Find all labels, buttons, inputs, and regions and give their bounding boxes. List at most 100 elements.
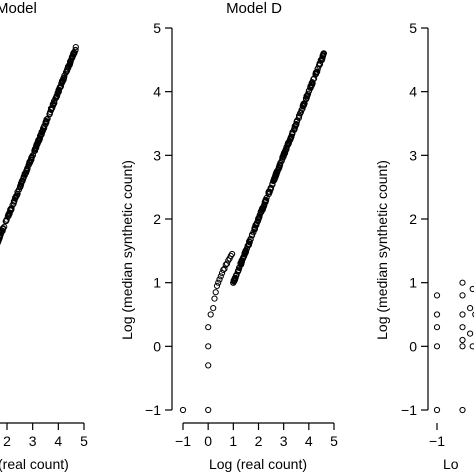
data-point (242, 249, 249, 256)
data-point (305, 88, 312, 95)
data-point (297, 109, 304, 116)
data-point (235, 266, 242, 273)
x-tick-label: 4 (305, 433, 313, 449)
panel-middle-y-label: Log (median synthetic count) (119, 160, 135, 340)
data-point (179, 406, 187, 414)
x-tick-label: −1 (175, 433, 191, 449)
panel-middle-x-axis: −1 0 1 2 3 4 5 (175, 422, 338, 449)
panel-right-x-axis: −1 (429, 423, 445, 449)
x-tick-label: 3 (29, 433, 37, 449)
data-point (61, 72, 68, 79)
data-point (37, 131, 45, 138)
data-point (287, 136, 294, 143)
x-tick-label: −1 (429, 433, 445, 449)
panel-left-points (0, 44, 79, 246)
data-point (221, 265, 228, 272)
y-tick-label: 0 (153, 338, 161, 354)
data-point (269, 181, 276, 188)
y-tick-label: 1 (153, 275, 161, 291)
y-tick-label: 1 (409, 275, 417, 291)
data-point (246, 238, 253, 245)
data-point (211, 295, 218, 302)
x-tick-label: 5 (80, 433, 88, 449)
data-point (459, 279, 466, 286)
data-point (24, 165, 31, 172)
data-point (233, 272, 240, 279)
data-point (207, 311, 214, 318)
data-point (433, 292, 441, 299)
data-point (279, 154, 286, 161)
data-point (291, 126, 298, 133)
data-point (67, 57, 74, 64)
data-point (295, 114, 302, 122)
data-point (238, 257, 246, 264)
data-point (60, 75, 67, 82)
data-point (266, 188, 273, 195)
data-point (433, 343, 441, 350)
panel-middle: Model D −1 0 1 2 3 4 5 −1 0 1 2 3 4 5 Log (real coun… (119, 0, 338, 472)
data-point (217, 273, 224, 280)
data-point (0, 236, 3, 243)
data-point (256, 214, 263, 221)
data-point (271, 175, 278, 182)
panel-right-y-label: Log (median synthetic count) (374, 160, 390, 340)
x-tick-label: 2 (3, 433, 11, 449)
data-point (314, 65, 321, 72)
data-point (0, 231, 4, 238)
data-point (31, 147, 38, 155)
x-tick-label: 4 (54, 433, 62, 449)
data-point (51, 99, 58, 106)
y-tick-label: 5 (409, 20, 417, 36)
data-point (459, 406, 466, 414)
data-point (433, 324, 441, 331)
data-point (23, 168, 30, 175)
data-point (210, 305, 217, 312)
panel-right-points (433, 279, 474, 414)
y-tick-label: 4 (153, 84, 161, 100)
data-point (0, 225, 6, 233)
data-point (459, 292, 466, 299)
panel-left-x-axis: 2 3 4 5 (0, 422, 88, 449)
data-point (53, 94, 60, 101)
data-point (216, 276, 223, 283)
data-point (304, 92, 311, 99)
data-point (26, 158, 33, 166)
data-point (33, 142, 40, 149)
data-point (284, 141, 291, 148)
y-tick-label: 2 (409, 211, 417, 227)
panel-middle-points (179, 50, 327, 414)
data-point (253, 219, 260, 227)
panel-left: Model 2 3 4 5 (real count) (0, 0, 88, 472)
data-point (472, 311, 474, 318)
data-point (13, 192, 20, 199)
data-point (205, 343, 212, 350)
data-point (223, 260, 231, 267)
data-point (43, 116, 50, 123)
y-tick-label: 3 (153, 147, 161, 163)
panel-middle-y-axis: −1 0 1 2 3 4 5 (145, 20, 173, 418)
data-point (459, 324, 466, 331)
data-point (310, 76, 317, 83)
data-point (459, 343, 466, 350)
data-point (293, 121, 300, 128)
data-point (288, 133, 295, 140)
panel-right: −1 −1 0 1 2 3 4 5 Lo Log (median synthetic cou… (374, 20, 474, 472)
data-point (469, 343, 474, 350)
data-point (459, 311, 466, 318)
panel-middle-title: Model D (226, 0, 282, 17)
data-point (205, 406, 212, 414)
x-tick-label: 1 (229, 433, 237, 449)
data-point (270, 178, 277, 185)
data-point (205, 362, 212, 369)
data-point (243, 245, 251, 252)
data-point (467, 305, 474, 312)
data-point (220, 266, 227, 273)
data-point (249, 231, 256, 238)
data-point (72, 44, 79, 51)
y-tick-label: 5 (153, 20, 161, 36)
data-point (229, 250, 236, 258)
y-tick-label: 0 (409, 338, 417, 354)
x-tick-label: 0 (204, 433, 212, 449)
panel-middle-x-label: Log (real count) (209, 456, 307, 472)
data-point (39, 128, 46, 135)
